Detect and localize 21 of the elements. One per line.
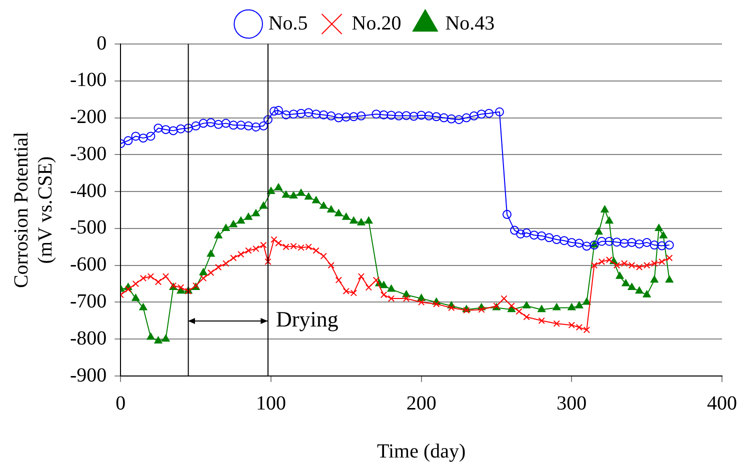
y-tick-label: -300 xyxy=(70,142,107,165)
y-tick-label: -900 xyxy=(70,364,107,386)
x-tick-label: 100 xyxy=(256,392,286,414)
y-axis-title: Corrosion Potential (mV vs.CSE) xyxy=(10,132,56,288)
y-tick-label: -100 xyxy=(70,69,107,92)
y-tick-label: -200 xyxy=(70,106,107,128)
legend-label: No.5 xyxy=(268,12,308,34)
y-tick-label: 0 xyxy=(96,32,107,54)
legend-label: No.20 xyxy=(352,12,402,34)
y-tick-label: -700 xyxy=(70,290,107,312)
x-tick-label: 400 xyxy=(707,392,737,414)
x-tick-label: 300 xyxy=(556,392,587,414)
y-tick-label: -800 xyxy=(70,327,107,350)
y-tick-label: -500 xyxy=(70,216,107,239)
x-tick-label: 0 xyxy=(116,392,126,414)
x-axis-title: Time (day) xyxy=(376,440,466,462)
y-tick-label: -600 xyxy=(70,254,107,276)
annotation: Drying xyxy=(276,306,338,332)
legend-label: No.43 xyxy=(445,12,495,34)
x-tick-label: 200 xyxy=(406,392,436,414)
y-tick-label: -400 xyxy=(70,180,107,202)
